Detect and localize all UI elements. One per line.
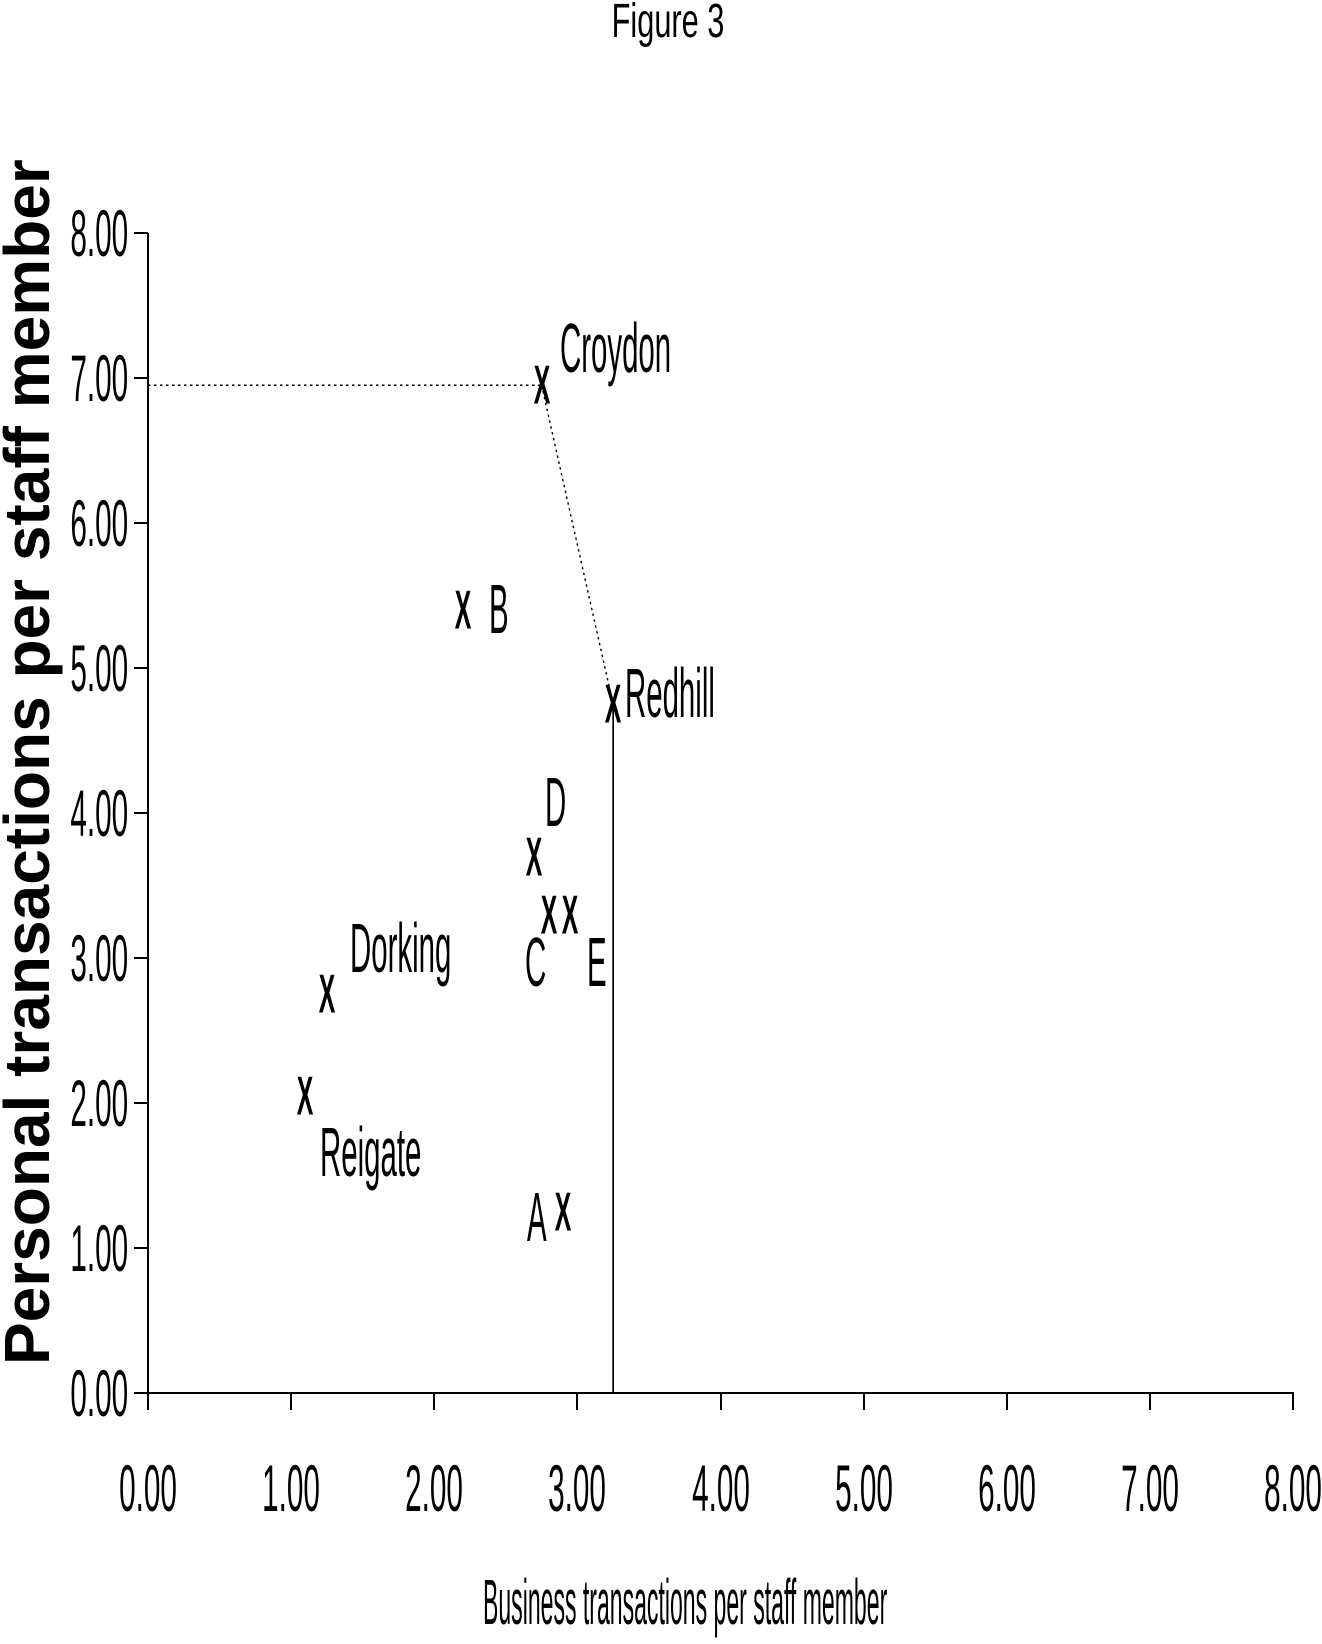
data-point-marker: X: [540, 883, 558, 945]
x-tick-label: 1.00: [262, 1451, 321, 1525]
y-tick-label: 8.00: [70, 196, 129, 270]
data-point-label: C: [524, 922, 546, 1001]
data-point-marker: X: [318, 962, 336, 1025]
y-tick-label: 5.00: [70, 631, 129, 705]
data-point-marker: X: [533, 353, 550, 416]
data-point-marker: X: [561, 883, 579, 945]
x-tick: [862, 1393, 865, 1410]
y-tick: [134, 812, 148, 814]
annotation-line: [540, 385, 614, 705]
data-point-marker: X: [604, 672, 622, 735]
y-tick: [134, 1392, 148, 1394]
y-tick: [134, 377, 148, 379]
data-point-label: Dorking: [349, 909, 452, 988]
y-tick: [134, 667, 148, 669]
data-point-marker: X: [526, 825, 543, 887]
x-tick-label: 8.00: [1264, 1451, 1322, 1525]
y-tick: [134, 1102, 148, 1104]
x-tick: [290, 1393, 293, 1410]
x-tick-label: 6.00: [977, 1451, 1036, 1525]
x-tick-label: 4.00: [691, 1451, 750, 1525]
x-tick: [1148, 1393, 1151, 1410]
data-point-label: D: [545, 762, 567, 841]
chart-title: Figure 3: [611, 0, 725, 48]
data-point-label: Redhill: [625, 654, 716, 733]
data-point-label: Croydon: [559, 309, 671, 388]
y-tick-label: 1.00: [70, 1211, 129, 1285]
x-tick-label: 3.00: [548, 1451, 607, 1525]
data-point-label: Reigate: [320, 1112, 422, 1191]
data-point-label: E: [587, 922, 607, 1001]
y-tick-label: 2.00: [70, 1066, 129, 1140]
y-tick: [134, 957, 148, 959]
x-tick: [1005, 1393, 1008, 1410]
y-tick-label: 6.00: [70, 486, 129, 560]
y-tick-label: 0.00: [70, 1356, 129, 1430]
y-tick-label: 4.00: [70, 776, 129, 850]
y-tick-label: 3.00: [70, 921, 129, 995]
data-point-label: B: [488, 570, 509, 648]
x-tick: [433, 1393, 436, 1410]
x-tick-label: 5.00: [834, 1451, 893, 1525]
x-tick-label: 0.00: [119, 1451, 177, 1525]
y-tick: [134, 1247, 148, 1249]
y-tick-label: 7.00: [70, 341, 129, 415]
data-point-label: A: [527, 1177, 547, 1256]
data-point-marker: X: [297, 1064, 314, 1127]
data-point-marker: X: [454, 578, 472, 641]
y-tick: [134, 522, 148, 524]
y-axis-line: [147, 233, 149, 1393]
y-tick: [134, 232, 148, 234]
x-tick-label: 7.00: [1120, 1451, 1179, 1525]
x-tick: [1292, 1393, 1294, 1410]
data-point-marker: X: [554, 1180, 572, 1243]
x-tick-label: 2.00: [405, 1451, 464, 1525]
x-tick: [719, 1393, 722, 1410]
x-tick: [147, 1393, 149, 1410]
x-tick: [576, 1393, 579, 1410]
